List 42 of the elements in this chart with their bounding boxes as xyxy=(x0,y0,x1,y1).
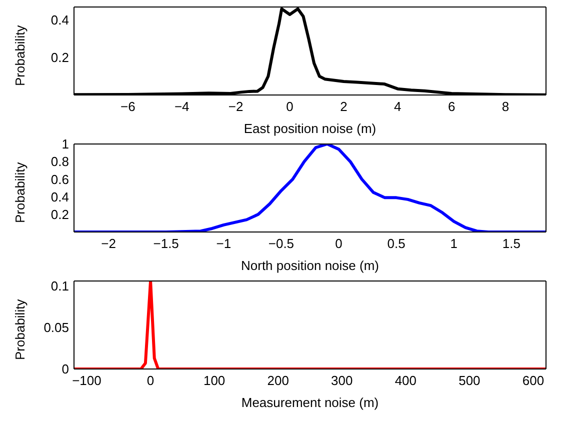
x-tick-label: 100 xyxy=(203,373,226,388)
y-tick-label: 0.4 xyxy=(50,12,69,28)
x-tick-label: −100 xyxy=(72,373,102,388)
x-tick-label: −6 xyxy=(120,99,136,114)
y-tick-label: 1 xyxy=(62,136,69,152)
x-axis-title: North position noise (m) xyxy=(241,258,379,273)
x-tick-label: −2 xyxy=(228,99,244,114)
line-series xyxy=(74,144,546,232)
x-tick-label: 6 xyxy=(448,99,456,114)
x-tick-label: 1.5 xyxy=(502,236,521,252)
x-tick-label: 400 xyxy=(394,373,417,388)
x-tick-label: 0.5 xyxy=(387,236,406,252)
x-tick-label: −1.5 xyxy=(153,236,179,252)
x-tick-label: −1 xyxy=(216,236,232,252)
y-axis-title: Probability xyxy=(12,162,28,223)
y-tick-label: 0.6 xyxy=(50,172,69,187)
y-tick-label: 0.8 xyxy=(50,154,69,170)
y-axis-title: Probability xyxy=(12,24,28,86)
x-tick-label: 4 xyxy=(394,99,402,114)
y-tick-label: 0.4 xyxy=(50,189,69,204)
x-axis-title: Measurement noise (m) xyxy=(241,395,379,410)
x-axis-title: East position noise (m) xyxy=(244,121,376,136)
x-tick-label: −4 xyxy=(174,99,190,114)
y-tick-label: 0.05 xyxy=(44,320,69,336)
y-tick-label: 0.2 xyxy=(50,207,69,222)
x-tick-label: 2 xyxy=(340,99,348,114)
x-tick-label: 0 xyxy=(335,236,342,252)
y-tick-label: 0.2 xyxy=(50,50,69,66)
y-axis-title: Probability xyxy=(12,298,28,360)
y-tick-label: 0 xyxy=(62,362,69,377)
x-tick-label: 1 xyxy=(450,236,458,252)
x-tick-label: 600 xyxy=(522,373,544,388)
x-tick-label: −2 xyxy=(101,236,116,252)
line-series xyxy=(74,281,546,369)
x-tick-label: 500 xyxy=(458,373,480,388)
y-tick-label: 0.1 xyxy=(50,278,69,294)
x-tick-label: 300 xyxy=(331,373,353,388)
x-tick-label: 0 xyxy=(146,373,154,388)
x-tick-label: −0.5 xyxy=(268,236,294,252)
x-tick-label: 8 xyxy=(502,99,510,114)
x-tick-label: 0 xyxy=(286,99,294,114)
x-tick-label: 200 xyxy=(267,373,289,388)
